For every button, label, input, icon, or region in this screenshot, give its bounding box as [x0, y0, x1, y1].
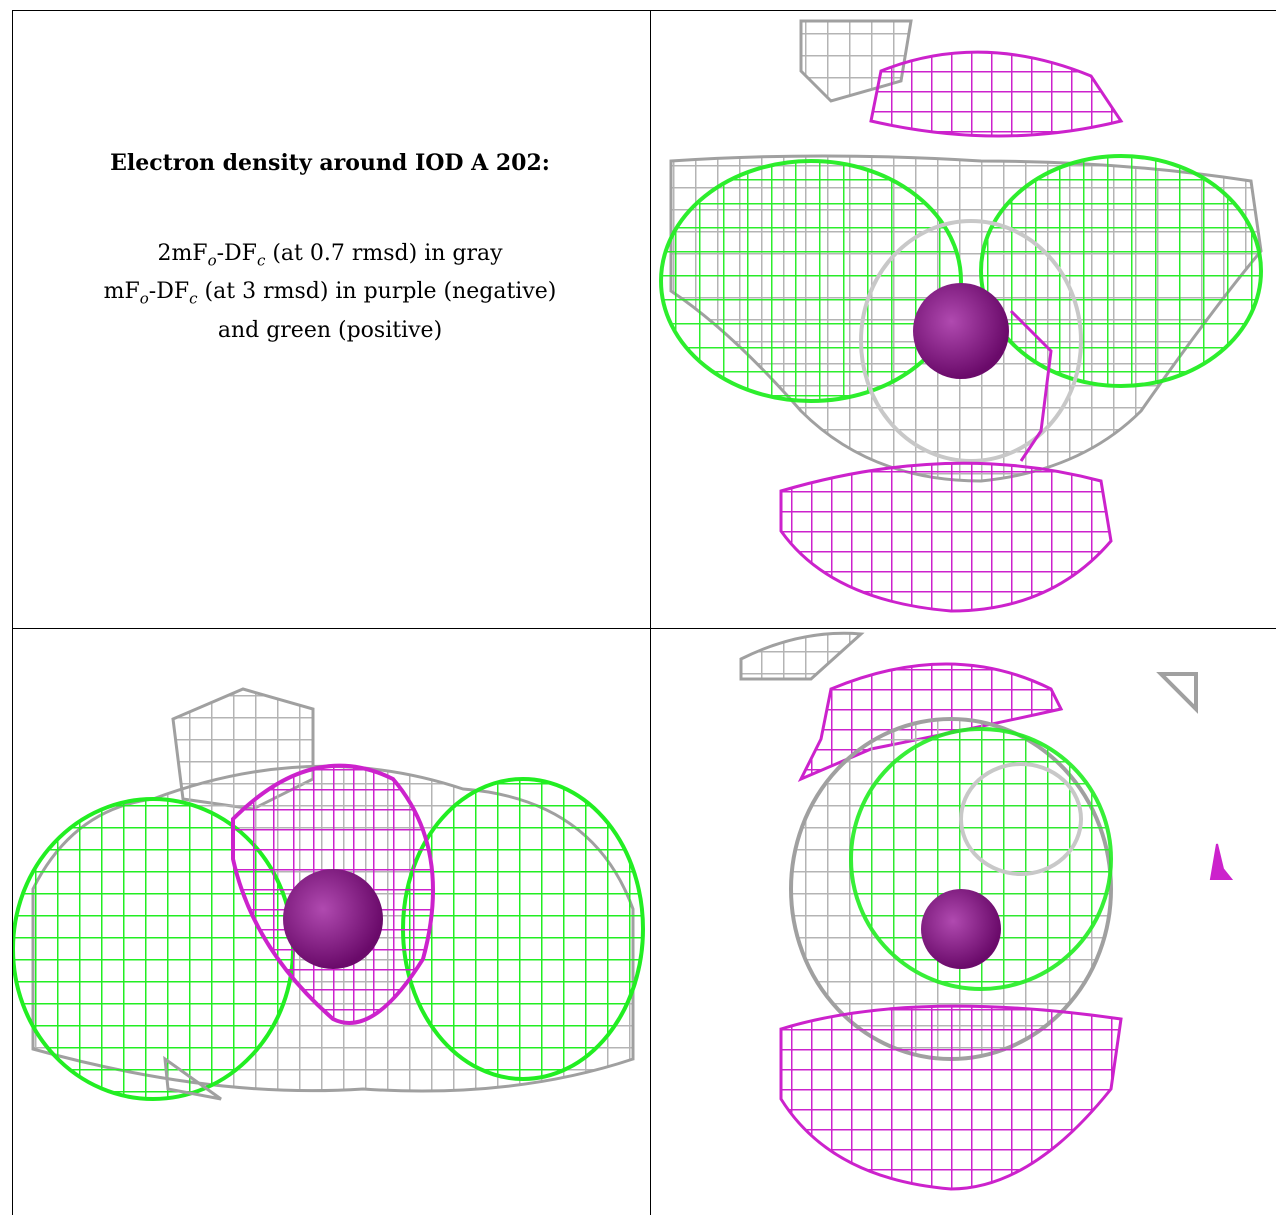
caption-line-purple: mFo-DFc (at 3 rmsd) in purple (negative): [103, 279, 557, 308]
gray-mesh-arc: [739, 631, 865, 681]
caption-line-gray: 2mFo-DFc (at 0.7 rmsd) in gray: [157, 241, 503, 270]
mesh-render-bottom-left: [13, 687, 645, 1101]
mesh-render-bottom-right: [739, 631, 1234, 1191]
positive-mesh-left: [659, 159, 963, 403]
mesh-render-top-right: [659, 19, 1263, 613]
positive-mesh-right: [979, 154, 1263, 388]
iodine-atom-sphere: [913, 283, 1009, 379]
density-view-bottom-right: [651, 629, 1276, 1215]
caption-line-green: and green (positive): [217, 317, 443, 343]
negative-mesh-strand: [1009, 309, 1053, 462]
iodine-atom-sphere: [283, 869, 383, 969]
caption-title: Electron density around IOD A 202:: [110, 150, 550, 176]
gray-mesh-center-ring: [859, 219, 1083, 463]
table-border-middle: [12, 628, 1276, 629]
gray-mesh-small-wedge: [1156, 672, 1198, 714]
density-view-top-right: [651, 11, 1276, 628]
negative-mesh-top: [869, 50, 1124, 138]
density-view-bottom-left: [13, 629, 650, 1215]
table-border-top: [12, 10, 1276, 11]
table-border-center: [650, 10, 651, 1215]
negative-mesh-bottom: [779, 1004, 1123, 1191]
gray-mesh-inner-ring: [959, 762, 1083, 876]
iodine-atom-sphere: [921, 889, 1001, 969]
table-border-left: [12, 10, 13, 1215]
positive-mesh-right: [401, 777, 645, 1081]
negative-mesh-small-marker: [1209, 843, 1234, 880]
gray-mesh-small-wedge: [163, 1055, 222, 1101]
negative-mesh-bottom: [779, 461, 1113, 613]
figure-caption: Electron density around IOD A 202: 2mFo-…: [40, 150, 620, 347]
